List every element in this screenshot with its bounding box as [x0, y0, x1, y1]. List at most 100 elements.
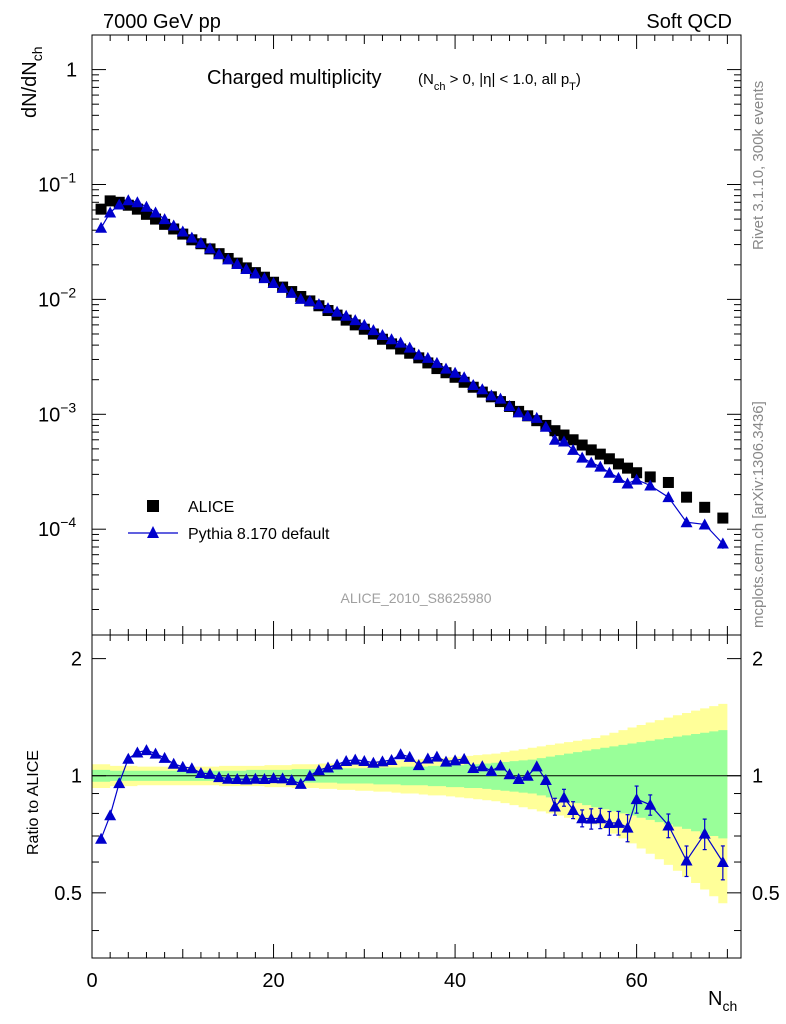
mc-series-line: [100, 199, 724, 545]
ratio-point: [167, 757, 180, 769]
ratio-point: [131, 746, 144, 758]
chart-title-conditions: (Nch > 0, |η| < 1.0, all pT): [418, 71, 581, 93]
mc-point: [548, 433, 561, 445]
mc-point: [644, 479, 657, 491]
mc-point: [231, 258, 244, 270]
ratio-point: [594, 812, 607, 824]
mc-point: [430, 356, 443, 368]
ratio-frame: [91, 634, 742, 959]
alice-point: [404, 347, 416, 359]
mc-point: [158, 213, 171, 225]
ratio-point: [585, 812, 598, 824]
alice-point: [104, 195, 116, 207]
ratio-point: [558, 791, 570, 803]
ratio-point: [567, 803, 580, 815]
ratio-point: [494, 759, 507, 771]
ratio-point: [603, 816, 616, 828]
main-panel: 1 10−1 10−2 10−3 10−4 Charged multiplicity (…: [19, 34, 742, 636]
legend-alice-label: ALICE: [188, 499, 234, 516]
ratio-point: [258, 773, 271, 785]
mc-point: [222, 253, 235, 265]
mc-point: [267, 276, 280, 288]
ratio-point: [303, 769, 316, 781]
chart-title: Charged multiplicity: [207, 67, 382, 89]
ratio-point: [644, 798, 657, 810]
category-label: Soft QCD: [646, 11, 732, 33]
ratio-point: [503, 768, 516, 780]
mc-point: [131, 196, 144, 208]
mc-point: [213, 248, 226, 260]
ratio-point: [194, 766, 207, 778]
ratio-point: [249, 772, 262, 784]
mc-point: [204, 242, 216, 254]
mc-point: [367, 324, 380, 336]
mc-point: [567, 443, 580, 455]
mc-point: [630, 473, 643, 485]
ratio-point: [204, 767, 216, 779]
alice-point: [603, 453, 615, 465]
ratio-point: [358, 755, 371, 767]
mc-point: [149, 206, 162, 218]
mc-point: [113, 198, 126, 210]
legend-mc-label: Pythia 8.170 default: [188, 526, 330, 543]
ratio-point: [376, 755, 389, 767]
ratio-point: [530, 760, 543, 772]
mc-point: [521, 409, 534, 421]
ratio-point: [213, 771, 226, 783]
mc-point: [698, 518, 711, 530]
x-axis-label: Nch: [708, 988, 737, 1014]
mc-point: [95, 221, 108, 233]
alice-point: [395, 343, 407, 355]
ratio-point: [412, 759, 425, 771]
ratio-point: [149, 747, 162, 759]
ratio-point: [630, 793, 643, 805]
ratio-point: [458, 752, 471, 764]
mc-point: [340, 309, 353, 321]
mc-point: [376, 328, 389, 340]
ratio-point: [285, 774, 298, 786]
ratio-point: [340, 755, 353, 767]
ratio-point: [240, 773, 253, 785]
alice-point: [150, 213, 162, 225]
ratio-y-tick-label: 0.5: [54, 883, 82, 905]
ratio-point: [440, 755, 452, 767]
mc-point: [467, 378, 480, 390]
mc-point: [276, 281, 289, 293]
alice-point: [576, 439, 588, 451]
mc-point: [494, 392, 507, 404]
mc-point: [539, 420, 552, 432]
ratio-point: [231, 773, 244, 785]
ratio-point: [576, 812, 589, 824]
alice-point: [122, 199, 134, 211]
x-tick-label: 40: [444, 970, 466, 992]
mc-point: [485, 389, 498, 401]
ratio-point: [158, 751, 171, 763]
mc-point: [331, 305, 344, 317]
legend-mc-marker: [147, 526, 159, 538]
mc-point: [421, 351, 434, 363]
ratio-point: [95, 832, 108, 844]
ratio-point: [539, 774, 552, 786]
ratio-point: [421, 752, 434, 764]
ratio-point: [140, 744, 153, 756]
ratio-point: [294, 777, 307, 789]
mc-point: [240, 262, 253, 274]
ratio-point: [104, 809, 117, 821]
ratio-point: [267, 772, 280, 784]
alice-point: [699, 501, 711, 513]
y-tick-label: 10−4: [38, 514, 76, 541]
ratio-point: [276, 772, 289, 784]
ratio-point: [521, 769, 534, 781]
mc-point: [185, 231, 198, 243]
mc-point: [449, 366, 462, 378]
ratio-point: [612, 816, 625, 828]
ratio-y-tick-label: 2: [71, 649, 82, 671]
legend: ALICE Pythia 8.170 default: [128, 499, 330, 543]
mc-point: [358, 318, 371, 330]
ratio-point: [385, 753, 398, 765]
ratio-point: [680, 854, 693, 866]
mc-point: [294, 292, 307, 304]
mc-point: [576, 451, 589, 463]
alice-point: [631, 467, 643, 479]
